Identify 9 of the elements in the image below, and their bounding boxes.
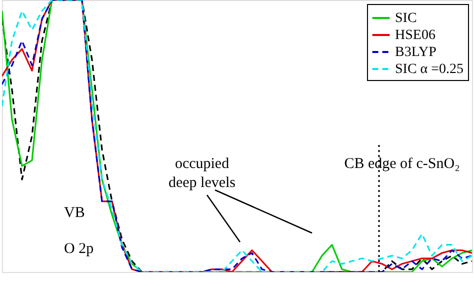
annotation: CB edge of c-SnO₂ xyxy=(344,156,460,172)
annotation: O 2p xyxy=(64,241,94,257)
annotation: deep levels xyxy=(168,175,236,191)
legend-label: SIC α =0.25 xyxy=(395,62,464,77)
legend-label: SIC xyxy=(395,11,417,26)
legend-label: B3LYP xyxy=(395,45,437,60)
annotation: VB xyxy=(64,205,85,221)
legend-label: HSE06 xyxy=(395,28,436,43)
annotation: occupied xyxy=(174,156,230,172)
